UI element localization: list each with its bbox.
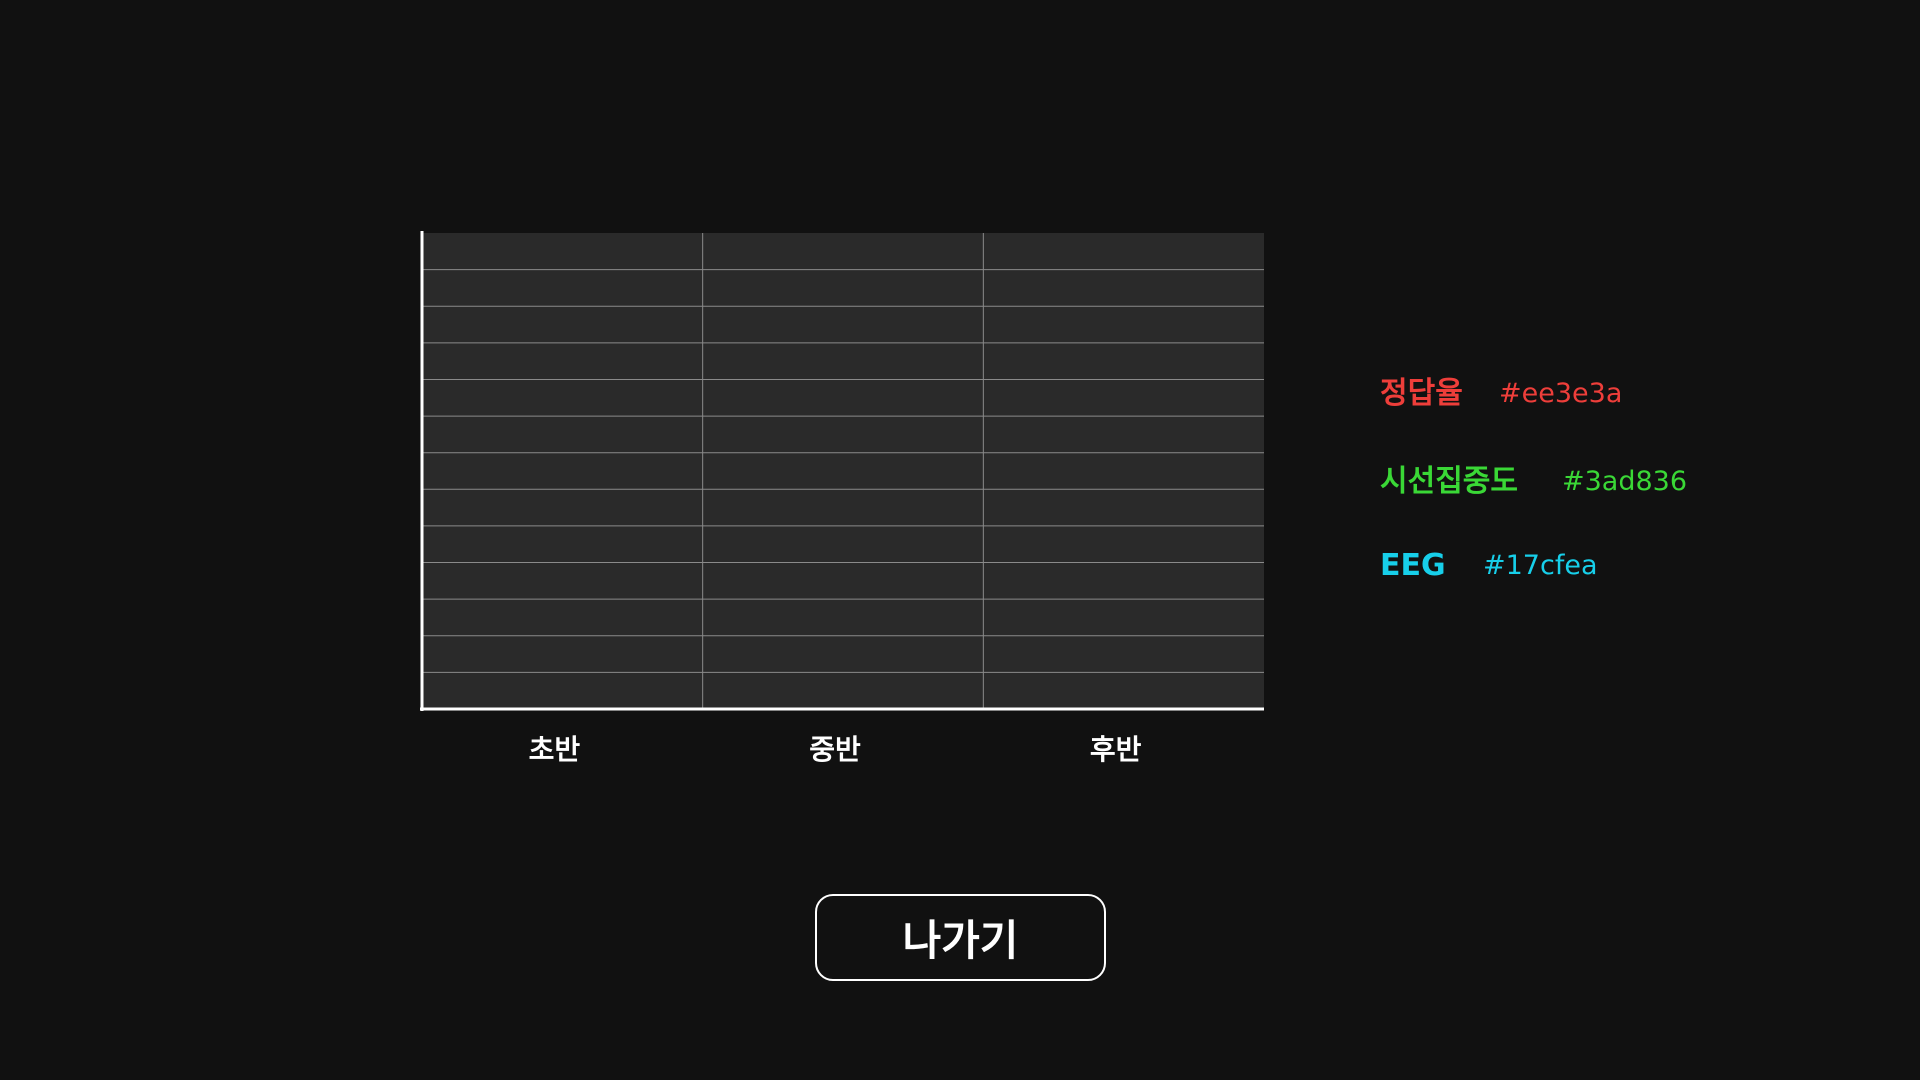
category-label: 후반 [1089,733,1142,766]
legend-code: #ee3e3a [1499,378,1623,409]
legend-label: 정답율 [1380,376,1463,411]
legend-code: #17cfea [1483,550,1598,581]
plot-area [422,233,1264,709]
exit-button[interactable]: 나가기 [815,894,1106,981]
legend-label: 시선집중도 [1380,464,1518,499]
category-label: 중반 [809,733,861,766]
category-label: 초반 [528,733,581,766]
legend-label: EEG [1380,548,1446,583]
grid [422,233,1264,709]
legend-code: #3ad836 [1562,466,1688,497]
